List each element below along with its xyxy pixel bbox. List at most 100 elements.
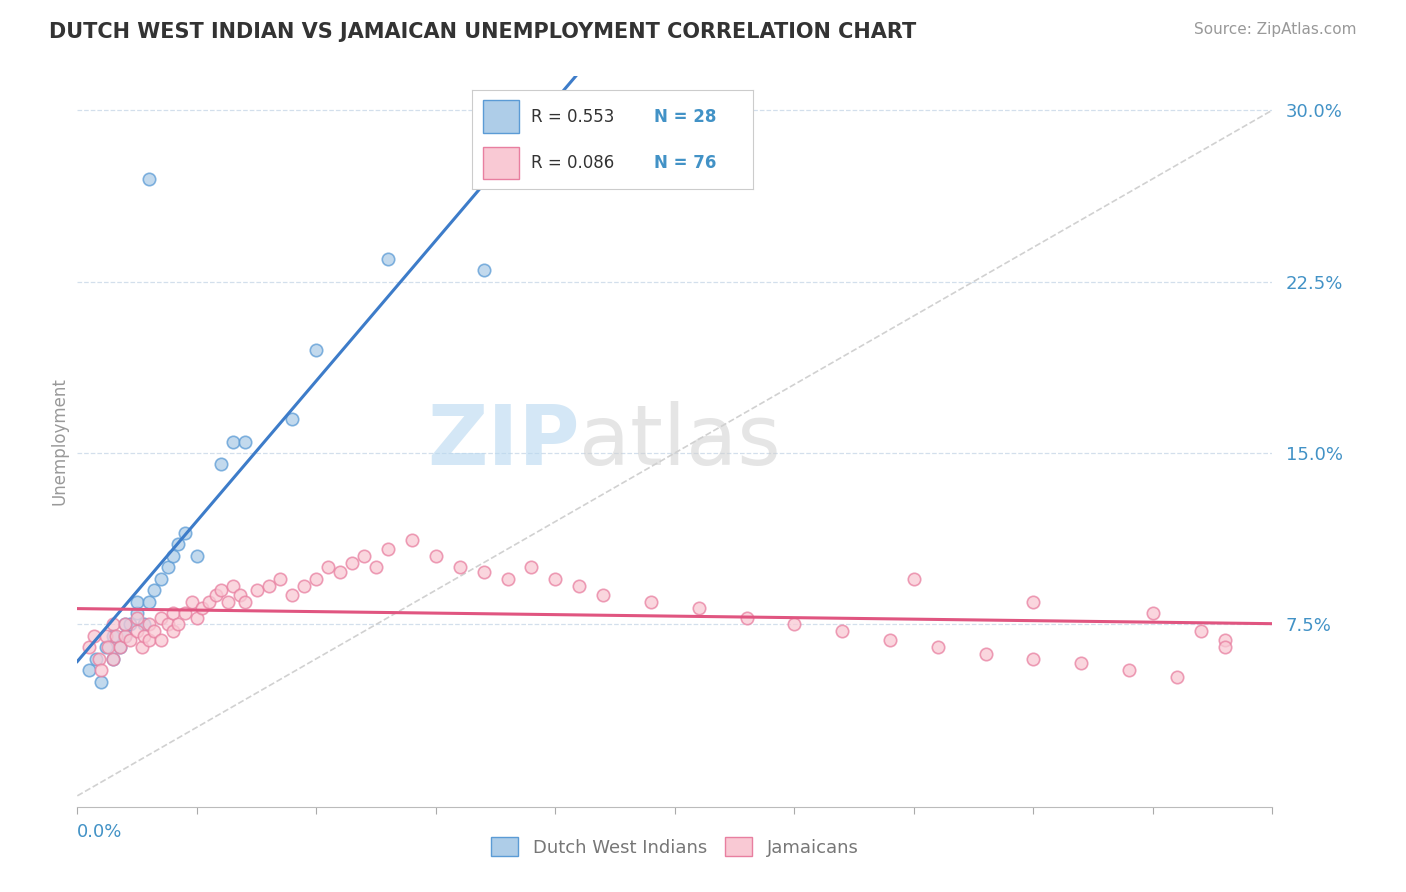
Point — [353, 549, 375, 563]
Point — [83, 629, 105, 643]
Point — [1189, 624, 1212, 639]
Point — [162, 606, 184, 620]
Point — [209, 458, 232, 472]
Point — [79, 663, 101, 677]
Point — [401, 533, 423, 547]
Point — [138, 633, 160, 648]
Point — [1022, 594, 1045, 608]
Point — [377, 541, 399, 556]
Point — [927, 640, 949, 655]
Point — [257, 578, 280, 592]
Point — [94, 629, 117, 643]
Point — [181, 594, 204, 608]
Point — [162, 549, 184, 563]
Point — [86, 651, 108, 665]
Point — [110, 640, 132, 655]
Point — [127, 594, 149, 608]
Point — [1142, 606, 1164, 620]
Point — [103, 617, 124, 632]
Point — [190, 601, 212, 615]
Point — [142, 624, 165, 639]
Point — [79, 640, 101, 655]
Point — [186, 549, 208, 563]
Point — [229, 588, 252, 602]
Point — [174, 526, 197, 541]
Point — [222, 434, 245, 449]
Point — [97, 640, 120, 655]
Point — [217, 594, 239, 608]
Point — [222, 578, 245, 592]
Point — [735, 610, 758, 624]
Point — [197, 594, 219, 608]
Point — [270, 572, 292, 586]
Point — [366, 560, 388, 574]
Point — [209, 583, 232, 598]
Point — [103, 651, 124, 665]
Text: Source: ZipAtlas.com: Source: ZipAtlas.com — [1194, 22, 1357, 37]
Point — [103, 651, 124, 665]
Point — [174, 606, 197, 620]
Point — [110, 640, 132, 655]
Point — [1022, 651, 1045, 665]
Point — [150, 633, 173, 648]
Point — [640, 594, 662, 608]
Point — [157, 617, 180, 632]
Point — [449, 560, 471, 574]
Point — [1070, 657, 1092, 671]
Point — [127, 610, 149, 624]
Point — [903, 572, 925, 586]
Legend: Dutch West Indians, Jamaicans: Dutch West Indians, Jamaicans — [484, 830, 866, 864]
Point — [118, 617, 141, 632]
Point — [166, 537, 188, 551]
Y-axis label: Unemployment: Unemployment — [51, 377, 69, 506]
Point — [127, 606, 149, 620]
Point — [377, 252, 399, 266]
Point — [157, 560, 180, 574]
Point — [1213, 640, 1236, 655]
Point — [568, 578, 591, 592]
Point — [114, 617, 136, 632]
Point — [544, 572, 567, 586]
Point — [114, 629, 136, 643]
Point — [142, 583, 165, 598]
Point — [246, 583, 269, 598]
Point — [783, 617, 806, 632]
Point — [90, 674, 112, 689]
Point — [425, 549, 447, 563]
Text: ZIP: ZIP — [427, 401, 579, 482]
Point — [138, 594, 160, 608]
Point — [233, 434, 256, 449]
Point — [1166, 670, 1188, 684]
Point — [186, 610, 208, 624]
Point — [318, 560, 340, 574]
Text: 0.0%: 0.0% — [77, 823, 122, 841]
Point — [114, 617, 136, 632]
Point — [104, 629, 127, 643]
Point — [205, 588, 228, 602]
Point — [131, 640, 153, 655]
Point — [472, 565, 495, 579]
Point — [292, 578, 315, 592]
Point — [134, 617, 156, 632]
Point — [90, 663, 112, 677]
Point — [592, 588, 614, 602]
Point — [134, 629, 156, 643]
Point — [281, 411, 304, 425]
Point — [305, 343, 328, 358]
Point — [118, 633, 141, 648]
Point — [974, 647, 997, 661]
Point — [114, 629, 136, 643]
Text: DUTCH WEST INDIAN VS JAMAICAN UNEMPLOYMENT CORRELATION CHART: DUTCH WEST INDIAN VS JAMAICAN UNEMPLOYME… — [49, 22, 917, 42]
Point — [87, 651, 110, 665]
Point — [342, 556, 364, 570]
Point — [166, 617, 188, 632]
Point — [879, 633, 901, 648]
Point — [94, 640, 117, 655]
Point — [103, 629, 124, 643]
Point — [150, 610, 173, 624]
Point — [150, 572, 173, 586]
Point — [127, 624, 149, 639]
Point — [831, 624, 853, 639]
Point — [1213, 633, 1236, 648]
Text: atlas: atlas — [579, 401, 780, 482]
